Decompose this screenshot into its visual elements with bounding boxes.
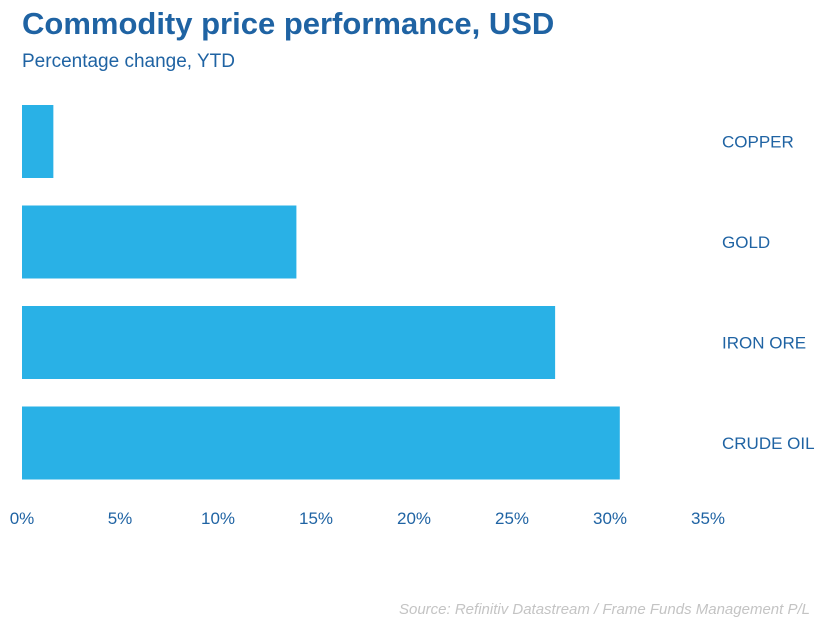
category-label-crude-oil: CRUDE OIL	[722, 434, 815, 453]
bar-gold	[22, 205, 297, 279]
bars-layer	[22, 105, 620, 480]
x-tick-label-25: 25%	[495, 509, 529, 528]
category-labels-layer: COPPER GOLD IRON ORE CRUDE OIL	[722, 133, 815, 454]
bar-crude-oil	[22, 406, 620, 480]
chart-subtitle: Percentage change, YTD	[22, 51, 236, 72]
x-tick-label-5: 5%	[108, 509, 133, 528]
x-tick-label-20: 20%	[397, 509, 431, 528]
x-tick-label-0: 0%	[10, 509, 35, 528]
x-axis-tick-labels: 0% 5% 10% 15% 20% 25% 30% 35%	[10, 509, 725, 528]
x-tick-label-15: 15%	[299, 509, 333, 528]
category-label-copper: COPPER	[722, 133, 794, 152]
x-tick-label-10: 10%	[201, 509, 235, 528]
bar-iron-ore	[22, 306, 556, 379]
bar-copper	[22, 105, 54, 178]
category-label-iron-ore: IRON ORE	[722, 334, 806, 353]
source-note: Source: Refinitiv Datastream / Frame Fun…	[398, 601, 810, 618]
x-tick-label-35: 35%	[691, 509, 725, 528]
x-tick-label-30: 30%	[593, 509, 627, 528]
category-label-gold: GOLD	[722, 233, 770, 252]
chart-title: Commodity price performance, USD	[22, 6, 555, 41]
